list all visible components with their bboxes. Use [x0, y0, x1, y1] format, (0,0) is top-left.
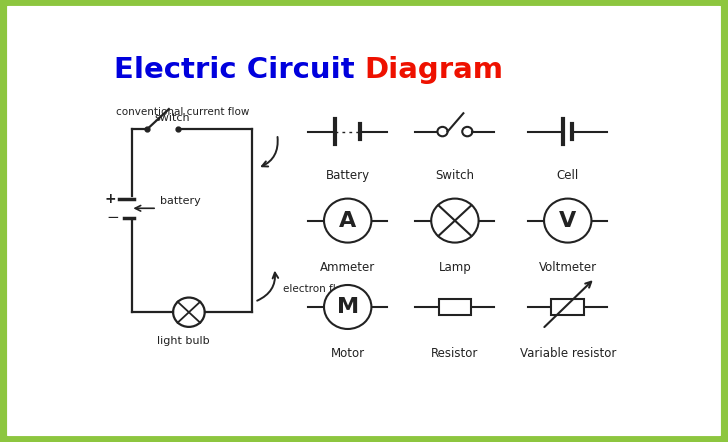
Text: conventional current flow: conventional current flow	[116, 107, 249, 118]
Text: Ammeter: Ammeter	[320, 261, 376, 274]
Text: electron flow: electron flow	[283, 284, 350, 293]
Text: A: A	[339, 210, 356, 231]
Text: Switch: Switch	[435, 169, 475, 182]
Bar	[551, 299, 584, 315]
Circle shape	[324, 285, 371, 329]
Bar	[438, 299, 471, 315]
Text: Lamp: Lamp	[438, 261, 471, 274]
Circle shape	[431, 198, 478, 243]
Text: light bulb: light bulb	[157, 336, 210, 347]
Text: V: V	[559, 210, 577, 231]
FancyArrowPatch shape	[262, 137, 277, 167]
Text: +: +	[104, 191, 116, 206]
Text: Diagram: Diagram	[365, 56, 504, 84]
Text: Motor: Motor	[331, 347, 365, 360]
Circle shape	[324, 198, 371, 243]
Text: Cell: Cell	[557, 169, 579, 182]
Text: Resistor: Resistor	[431, 347, 478, 360]
Text: Variable resistor: Variable resistor	[520, 347, 616, 360]
Text: M: M	[336, 297, 359, 317]
Text: Voltmeter: Voltmeter	[539, 261, 597, 274]
Circle shape	[544, 198, 591, 243]
Text: battery: battery	[160, 196, 201, 206]
Text: switch: switch	[154, 113, 190, 123]
Text: Battery: Battery	[325, 169, 370, 182]
Text: −: −	[106, 210, 119, 225]
Text: Electric Circuit: Electric Circuit	[114, 56, 365, 84]
FancyArrowPatch shape	[257, 273, 278, 301]
